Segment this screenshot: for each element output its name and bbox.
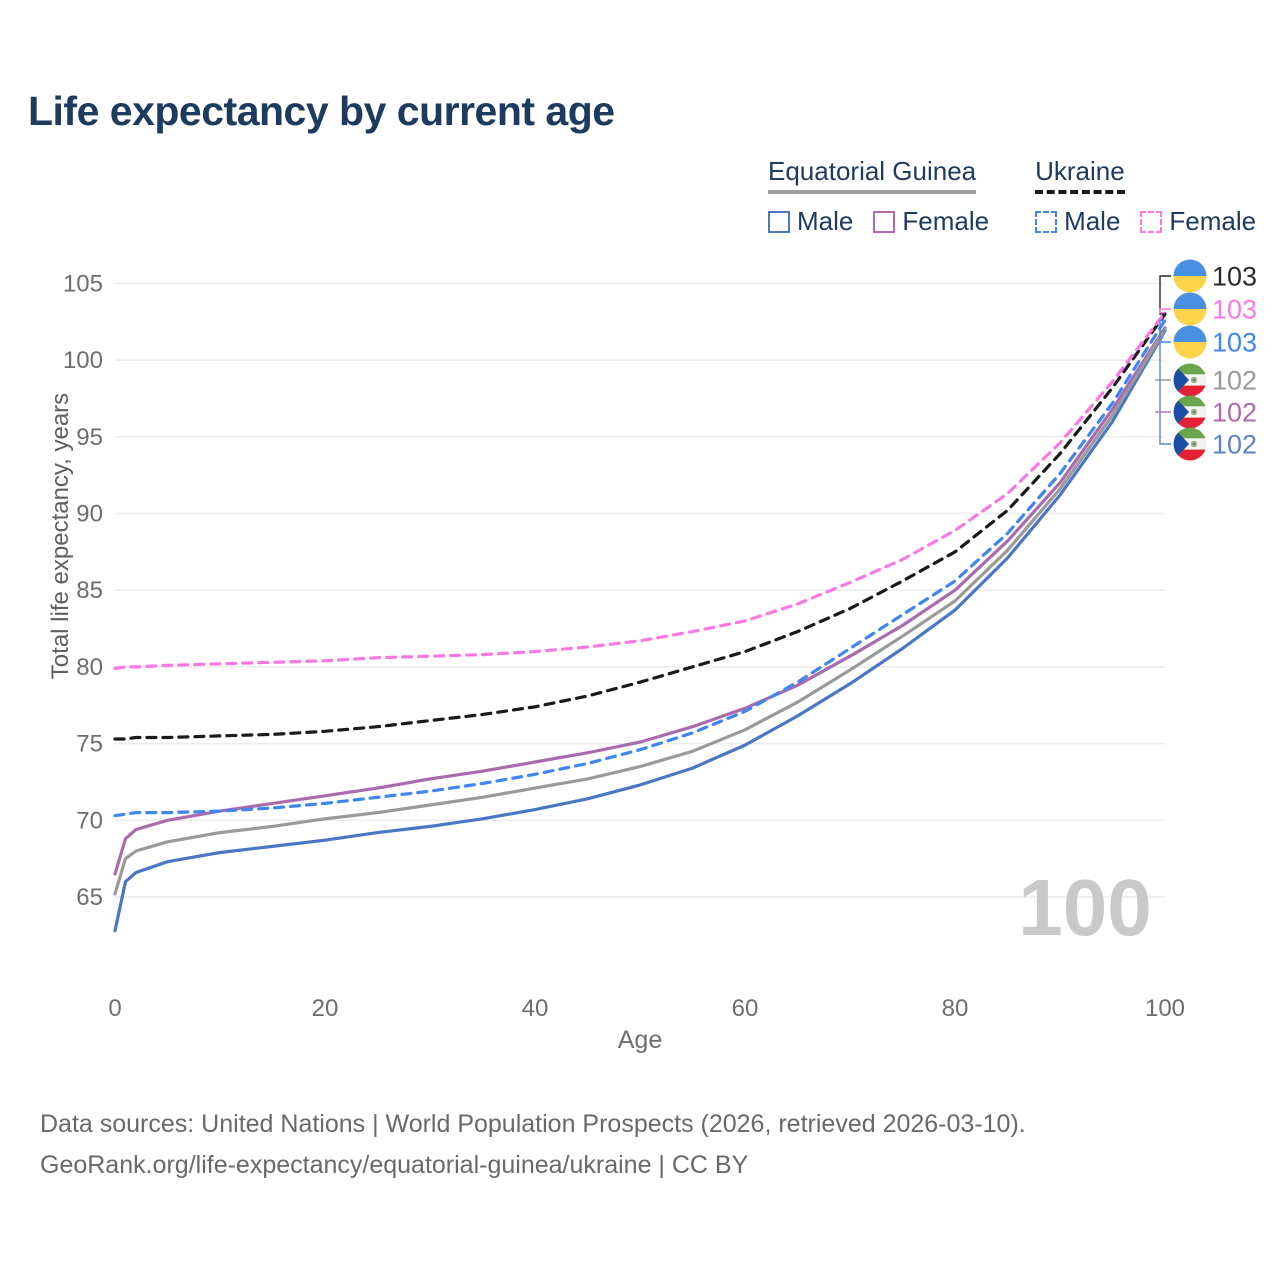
data-sources-footer: Data sources: United Nations | World Pop…: [40, 1104, 1026, 1186]
end-label-value-equatorial-guinea-female: 102: [1212, 398, 1257, 428]
y-tick-label: 100: [63, 347, 103, 374]
ukraine-flag-icon: [1173, 325, 1207, 359]
series-line-equatorial-guinea-female[interactable]: [113, 326, 1167, 876]
footer-line-sources: Data sources: United Nations | World Pop…: [40, 1110, 1026, 1138]
legend-item-label: Female: [1169, 206, 1257, 236]
y-tick-label: 95: [76, 424, 103, 451]
end-label-value-ukraine-total: 103: [1212, 262, 1257, 292]
y-tick-label: 75: [76, 731, 103, 758]
ukraine-flag-icon: [1173, 259, 1207, 293]
y-tick-label: 90: [76, 501, 103, 528]
y-tick-label: 80: [76, 654, 103, 681]
legend-country-equatorial-guinea[interactable]: Equatorial Guinea: [768, 156, 977, 194]
series-line-equatorial-guinea-total[interactable]: [113, 327, 1167, 896]
end-label-connector: [1159, 275, 1171, 315]
legend-country-ukraine[interactable]: Ukraine: [1035, 156, 1125, 194]
x-tick-label: 80: [942, 995, 969, 1022]
legend-item-label: Female: [902, 206, 990, 236]
end-label-connector: [1159, 308, 1171, 314]
legend-items-equatorial-guinea: Male Female: [768, 206, 989, 237]
equatorial-guinea-flag-icon: [1173, 427, 1207, 461]
y-tick-label: 65: [76, 884, 103, 911]
female-dashed-line-swatch-icon: [1140, 210, 1163, 233]
end-label-connector: [1159, 330, 1171, 445]
male-dashed-line-swatch-icon: [1035, 210, 1058, 233]
x-tick-label: 20: [312, 995, 339, 1022]
equatorial-guinea-flag-icon: [1173, 395, 1207, 429]
series-line-ukraine-total[interactable]: [113, 312, 1167, 741]
end-label-value-equatorial-guinea-male: 102: [1212, 430, 1257, 460]
end-label-value-ukraine-male: 103: [1212, 328, 1257, 358]
x-tick-label: 100: [1145, 995, 1185, 1022]
footer-line-attribution: GeoRank.org/life-expectancy/equatorial-g…: [40, 1151, 749, 1179]
age-watermark: 100: [1018, 863, 1152, 952]
equatorial-guinea-flag-icon: [1173, 363, 1207, 397]
x-tick-label: 60: [732, 995, 759, 1022]
x-axis-title: Age: [617, 1026, 663, 1054]
male-solid-line-swatch-icon: [768, 210, 790, 233]
series-line-ukraine-female[interactable]: [113, 310, 1167, 670]
legend-item-ukraine-male[interactable]: Male: [1035, 206, 1120, 237]
female-solid-line-swatch-icon: [873, 210, 896, 233]
legend-group-equatorial-guinea: Equatorial Guinea Male Female: [768, 156, 989, 237]
chart-legend: Equatorial Guinea Male Female Ukraine Ma…: [768, 156, 1256, 237]
legend-item-equatorial-guinea-male[interactable]: Male: [768, 206, 853, 237]
legend-item-equatorial-guinea-female[interactable]: Female: [873, 206, 989, 237]
y-tick-label: 105: [63, 270, 103, 297]
legend-item-ukraine-female[interactable]: Female: [1140, 206, 1256, 237]
legend-item-label: Male: [1064, 206, 1121, 236]
legend-group-ukraine: Ukraine Male Female: [1035, 156, 1256, 237]
y-tick-label: 85: [76, 577, 103, 604]
x-tick-label: 0: [108, 995, 121, 1022]
end-label-value-ukraine-female: 103: [1212, 295, 1257, 325]
x-tick-label: 40: [522, 995, 549, 1022]
page-title: Life expectancy by current age: [28, 88, 615, 134]
end-label-value-equatorial-guinea-total: 102: [1212, 366, 1257, 396]
series-line-ukraine-male[interactable]: [113, 318, 1167, 818]
series-line-equatorial-guinea-male[interactable]: [113, 329, 1167, 933]
y-tick-label: 70: [76, 807, 103, 834]
legend-item-label: Male: [797, 206, 854, 236]
legend-items-ukraine: Male Female: [1035, 206, 1256, 237]
ukraine-flag-icon: [1173, 292, 1207, 326]
